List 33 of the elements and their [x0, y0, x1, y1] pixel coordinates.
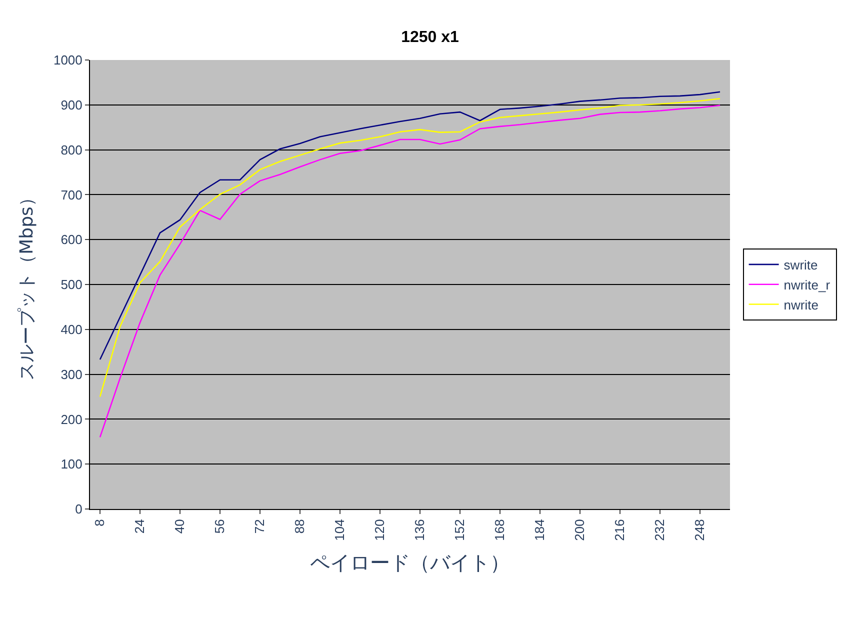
y-tick-label: 100 — [60, 456, 82, 472]
y-tick-label: 700 — [60, 187, 82, 202]
x-tick-label: 72 — [252, 519, 268, 534]
y-tick-label: 600 — [60, 232, 82, 248]
legend-label: nwrite_r — [784, 277, 831, 292]
x-tick-label: 40 — [172, 519, 188, 534]
x-tick-label: 184 — [532, 519, 548, 541]
legend-label: nwrite — [784, 297, 818, 312]
y-axis-title: スループット（Mbps） — [16, 188, 38, 380]
y-tick-label: 800 — [60, 142, 82, 158]
x-tick-label: 24 — [132, 519, 148, 534]
x-tick-label: 200 — [572, 519, 588, 541]
x-tick-label: 104 — [332, 519, 348, 541]
x-tick-label: 216 — [612, 519, 628, 541]
x-tick-label: 56 — [212, 519, 228, 534]
x-tick-label: 168 — [492, 519, 508, 541]
x-tick-label: 88 — [292, 519, 308, 534]
legend-label: swrite — [784, 258, 818, 273]
x-tick-label: 232 — [652, 519, 668, 541]
x-axis-title: ペイロード（バイト） — [310, 550, 510, 574]
x-tick-label: 248 — [692, 519, 708, 541]
x-tick-label: 152 — [452, 519, 468, 541]
y-tick-label: 0 — [75, 502, 82, 517]
y-tick-label: 300 — [60, 366, 82, 382]
y-tick-label: 900 — [60, 97, 82, 112]
x-tick-label: 136 — [412, 519, 428, 541]
y-tick-label: 200 — [60, 412, 82, 427]
x-tick-label: 8 — [92, 519, 108, 526]
y-tick-label: 400 — [60, 322, 82, 337]
chart-title: 1250 x1 — [401, 29, 460, 46]
y-tick-label: 500 — [60, 277, 82, 292]
x-tick-label: 120 — [372, 519, 388, 541]
y-tick-label: 1000 — [53, 52, 82, 68]
